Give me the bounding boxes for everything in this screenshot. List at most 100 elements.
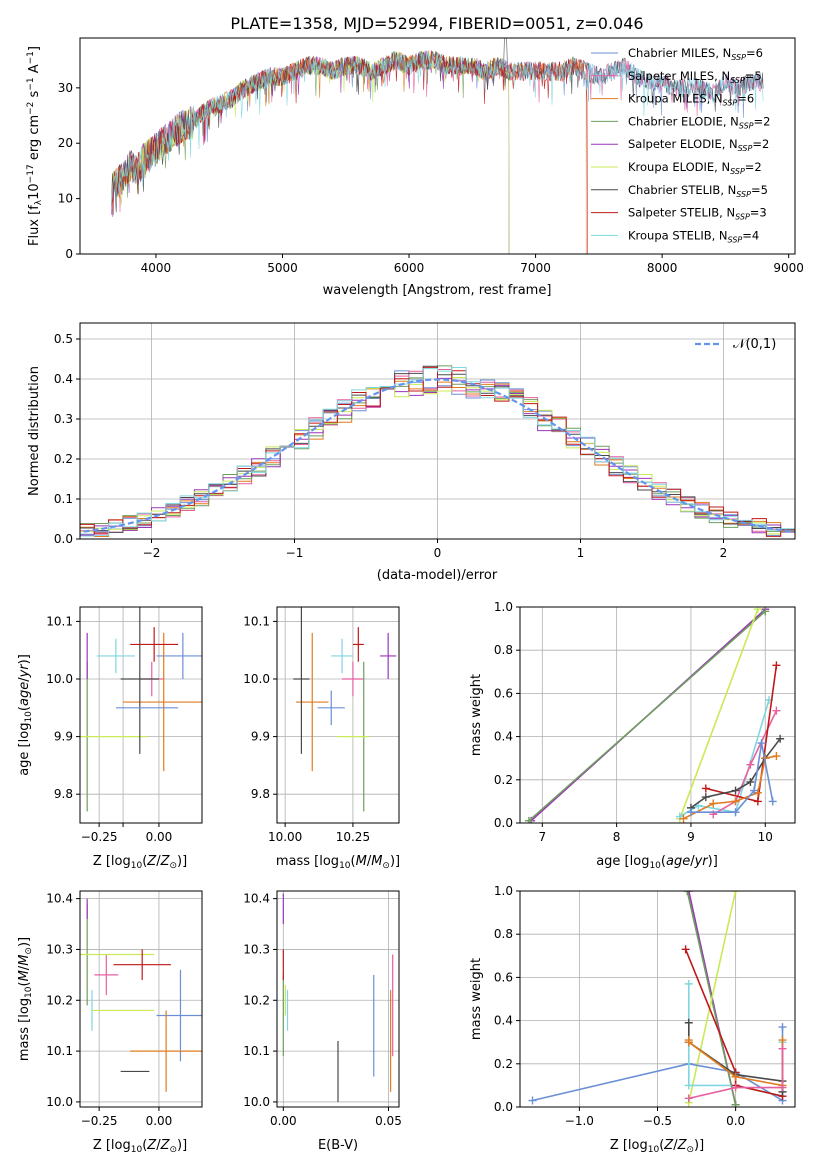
weight-marker: [778, 1044, 787, 1053]
y-tick-label: 10.1: [243, 614, 270, 628]
x-tick-label: 0.05: [375, 1114, 402, 1128]
weight-marker: [746, 777, 755, 786]
y-tick-label: 10.0: [243, 672, 270, 686]
weight-marker: [686, 808, 695, 817]
y-tick-label: 0.6: [494, 686, 513, 700]
emission-line-feature: [502, 38, 509, 72]
residuals-ylabel: Normed distribution: [27, 366, 42, 496]
weight-marker: [757, 739, 766, 748]
axes-frame: [79, 606, 203, 824]
y-tick-label: 0.2: [494, 1057, 513, 1071]
spectrum-series-line: [111, 50, 764, 205]
legend-label: Salpeter STELIB, NSSP=3: [628, 206, 767, 222]
legend-label: Chabrier MILES, NSSP=6: [628, 46, 763, 62]
legend-label: Salpeter ELODIE, NSSP=2: [628, 137, 769, 153]
weight-line: [688, 1048, 784, 1100]
weight-marker: [528, 1096, 537, 1105]
axes-frame: [519, 890, 796, 1108]
y-tick-label: 10.2: [46, 993, 73, 1007]
residual-histogram: [80, 367, 795, 538]
weight-marker: [684, 1081, 693, 1090]
weight-marker: [681, 945, 690, 954]
legend-label: Kroupa STELIB, NSSP=4: [628, 228, 759, 244]
age-vs-Z-xlabel: Z [log10(Z/Z⊙)]: [93, 854, 187, 871]
y-tick-label: 10.3: [243, 942, 270, 956]
weight-marker: [731, 797, 740, 806]
y-tick-label: 0.0: [494, 1100, 513, 1114]
y-tick-label: 0.5: [54, 332, 73, 346]
x-tick-label: −0.5: [643, 1114, 672, 1128]
errorbar-group: [282, 893, 394, 1102]
weight-marker: [731, 1100, 740, 1107]
x-tick-label: 9: [687, 830, 695, 844]
errorbar-group: [80, 898, 202, 1092]
axes-frame: [276, 890, 400, 1108]
x-tick-label: 10.00: [268, 830, 302, 844]
weight-marker: [761, 607, 770, 616]
x-tick-label: 0.00: [270, 1114, 297, 1128]
y-tick-label: 9.8: [54, 787, 73, 801]
y-tick-label: 0.0: [494, 816, 513, 830]
mass-vs-Z-ylabel: mass [log10(M/M⊙)]: [17, 937, 34, 1061]
x-tick-label: 9000: [773, 261, 804, 275]
weight-marker: [701, 784, 710, 793]
residual-histogram: [80, 366, 795, 538]
weight-vs-age-ylabel: mass weight: [469, 674, 484, 756]
legend-label: Kroupa ELODIE, NSSP=2: [628, 160, 762, 176]
y-tick-label: 10: [58, 192, 73, 206]
y-tick-label: 0.2: [494, 773, 513, 787]
weight-marker: [772, 706, 781, 715]
legend-label: Salpeter MILES, NSSP=5: [628, 69, 762, 85]
weight-marker: [731, 786, 740, 795]
weight-line: [679, 608, 759, 819]
y-tick-label: 0.4: [494, 1014, 513, 1028]
x-tick-label: 2: [720, 546, 728, 560]
weight-marker: [684, 979, 693, 988]
y-tick-label: 0: [65, 247, 73, 261]
weight-marker: [778, 1083, 787, 1092]
weight-line: [679, 699, 770, 818]
x-tick-label: 5000: [267, 261, 298, 275]
x-tick-label: 0.00: [146, 830, 173, 844]
x-tick-label: 6000: [394, 261, 425, 275]
weight-marker: [679, 814, 688, 823]
y-tick-label: 10.0: [46, 1095, 73, 1109]
y-tick-label: 0.0: [54, 532, 73, 546]
weight-marker: [768, 797, 777, 806]
axes-frame: [276, 606, 400, 824]
x-tick-label: −0.25: [81, 1114, 118, 1128]
x-tick-label: 7: [538, 830, 546, 844]
x-tick-label: 8: [613, 830, 621, 844]
y-tick-label: 10.1: [46, 614, 73, 628]
weight-vs-Z-xlabel: Z [log10(Z/Z⊙)]: [610, 1138, 704, 1155]
weight-marker: [683, 891, 692, 895]
weight-line: [528, 610, 766, 822]
weight-line: [688, 891, 737, 1103]
weight-marker: [776, 734, 785, 743]
x-tick-label: −0.25: [81, 830, 118, 844]
weight-marker: [772, 661, 781, 670]
y-tick-label: 10.4: [243, 892, 270, 906]
x-tick-label: −1.0: [565, 1114, 594, 1128]
weight-marker: [772, 752, 781, 761]
residuals-panel: −2 −1 0 1 2 0.0 0.1 0.2 0.3 0.4 0.5 𝒩(0,1) (data-m…: [27, 322, 796, 583]
x-tick-label: 1: [577, 546, 585, 560]
residual-histogram: [80, 377, 795, 538]
x-tick-label: 10.25: [336, 830, 370, 844]
weight-marker: [753, 607, 762, 614]
spectrum-ylabel: Flux [fλ10−17 erg cm−2 s−1 A−1]: [26, 46, 44, 246]
weight-marker: [731, 1072, 740, 1081]
y-tick-label: 0.8: [494, 927, 513, 941]
y-tick-label: 20: [58, 136, 73, 150]
age-vs-Z-panel: −0.25 0.009.89.910.010.1 Z [log10(Z/Z⊙)] …: [17, 606, 203, 871]
y-tick-label: 10.2: [243, 993, 270, 1007]
y-tick-label: 10.0: [46, 672, 73, 686]
weight-vs-age-panel: 7 8 9 10 0.0 0.2 0.4 0.6 0.8 1.0 age [log10(age/y…: [469, 600, 796, 871]
y-tick-label: 0.2: [54, 452, 73, 466]
y-tick-label: 0.8: [494, 643, 513, 657]
y-tick-label: 10.4: [46, 892, 73, 906]
age-vs-mass-xlabel: mass [log10(M/M⊙)]: [276, 854, 400, 871]
weight-marker: [731, 1083, 740, 1092]
gaussian-legend-label: 𝒩(0,1): [733, 337, 776, 352]
